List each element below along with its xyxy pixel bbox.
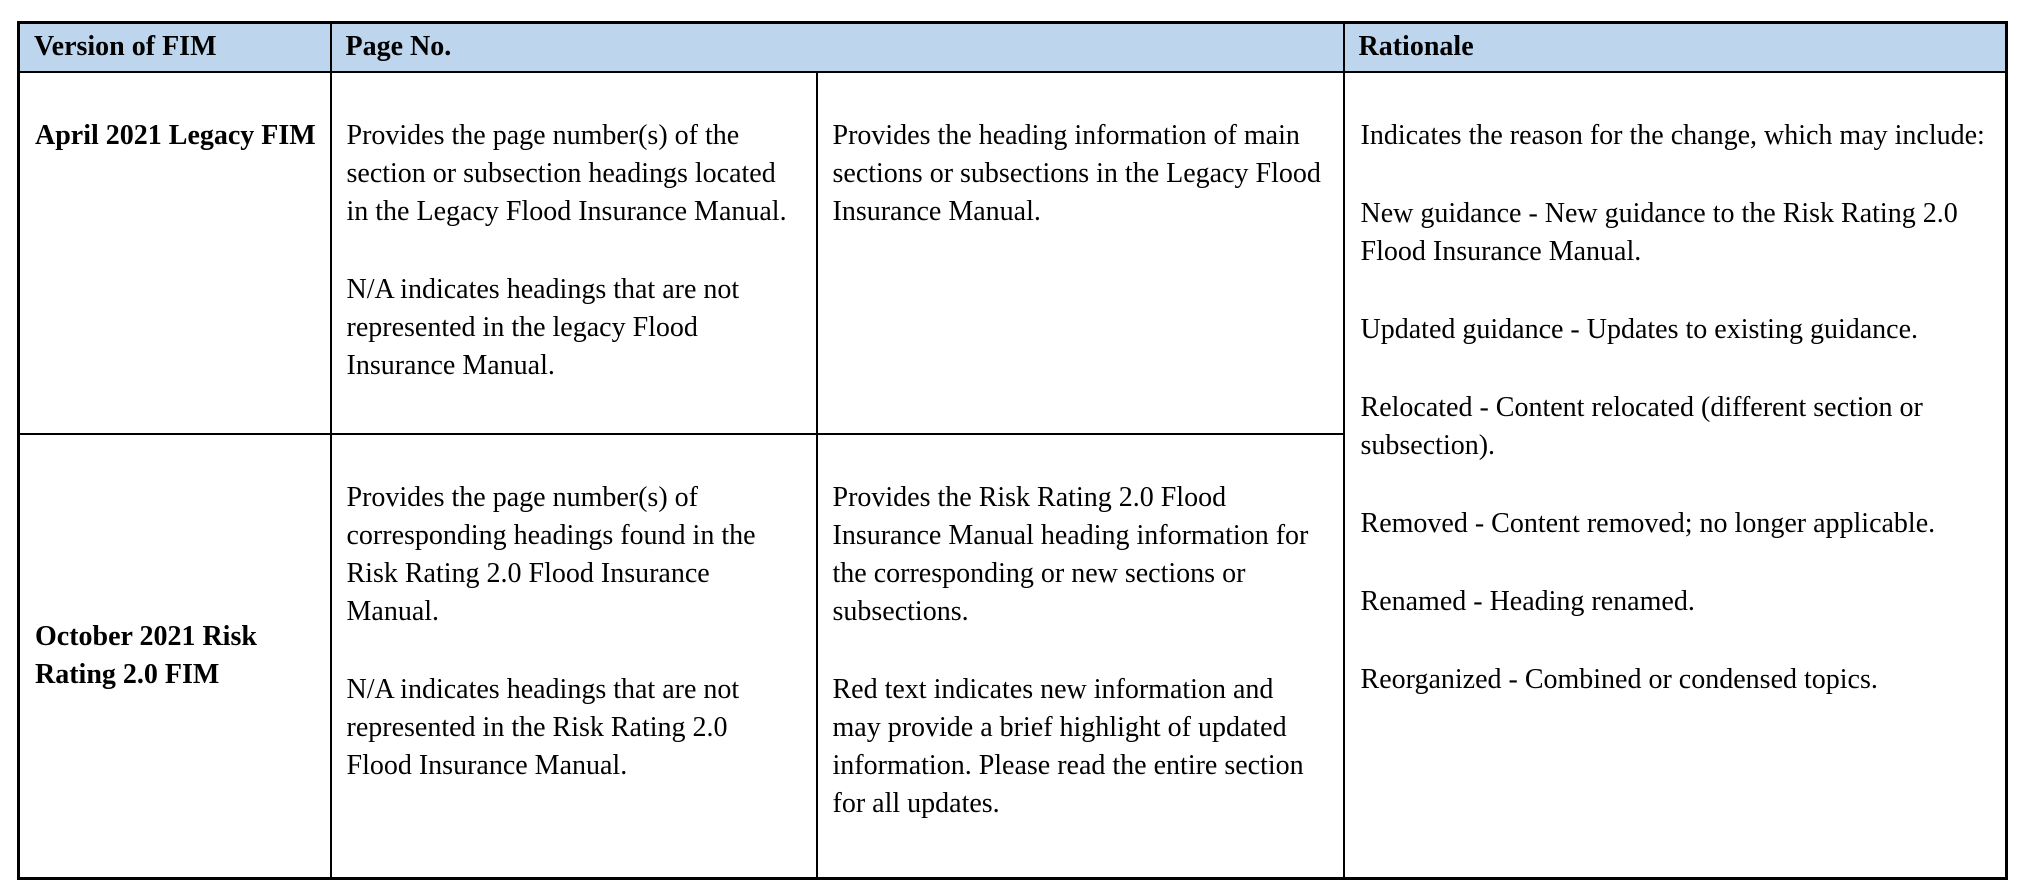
paragraph: Reorganized - Combined or condensed topi…: [1360, 663, 1878, 695]
paragraph: Renamed - Heading renamed.: [1360, 585, 1695, 617]
fim-change-table: Version of FIM Page No. Rationale April …: [17, 21, 2009, 880]
paragraph: New guidance - New guidance to the Risk …: [1360, 197, 1958, 267]
cell-legacy-heading-info: Provides the heading information of main…: [815, 70, 1345, 435]
header-rationale: Rationale: [1342, 21, 2008, 73]
paragraph: Provides the page number(s) of the secti…: [346, 119, 787, 227]
paragraph: Relocated - Content relocated (different…: [1360, 391, 1923, 461]
paragraph: N/A indicates headings that are not repr…: [346, 673, 740, 781]
paragraph: Updated guidance - Updates to existing g…: [1360, 313, 1919, 345]
cell-legacy-page-numbers: Provides the page number(s) of the secti…: [329, 70, 818, 435]
table-row-legacy-fim: April 2021 Legacy FIM Provides the page …: [17, 70, 2008, 880]
cell-version-october-2021-risk-rating-fim: October 2021 Risk Rating 2.0 FIM: [17, 432, 332, 880]
cell-risk-rating-page-numbers: Provides the page number(s) of correspon…: [329, 432, 818, 880]
table-header-row: Version of FIM Page No. Rationale: [17, 21, 2008, 73]
header-version-of-fim: Version of FIM: [17, 21, 332, 73]
cell-risk-rating-heading-info: Provides the Risk Rating 2.0 Flood Insur…: [815, 432, 1345, 880]
cell-rationale: Indicates the reason for the change, whi…: [1342, 70, 2008, 880]
paragraph: Red text indicates new information and m…: [832, 673, 1304, 819]
paragraph: Provides the heading information of main…: [832, 119, 1321, 227]
paragraph: Provides the Risk Rating 2.0 Flood Insur…: [832, 481, 1309, 627]
paragraph: Provides the page number(s) of correspon…: [346, 481, 756, 627]
header-page-no: Page No.: [329, 21, 1345, 73]
paragraph: Indicates the reason for the change, whi…: [1360, 119, 1985, 151]
paragraph: N/A indicates headings that are not repr…: [346, 273, 740, 381]
cell-version-april-2021-legacy-fim: April 2021 Legacy FIM: [17, 70, 332, 435]
paragraph: Removed - Content removed; no longer app…: [1360, 507, 1936, 539]
table-row-risk-rating-fim: October 2021 Risk Rating 2.0 FIM Provide…: [17, 432, 2007, 880]
